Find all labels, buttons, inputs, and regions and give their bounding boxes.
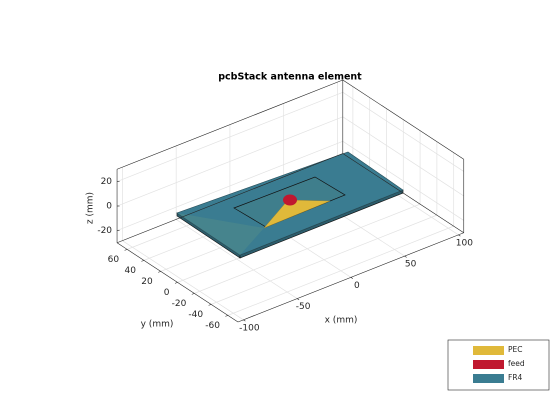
- tick-mark: [158, 271, 161, 273]
- y-tick-label: 40: [124, 266, 136, 276]
- grid-line: [116, 140, 343, 231]
- chart-title: pcbStack antenna element: [218, 72, 362, 83]
- pec-patch: [263, 199, 331, 229]
- y-axis-label: y (mm): [141, 320, 174, 330]
- x-axis-label: x (mm): [325, 316, 358, 326]
- tick-mark: [124, 249, 128, 251]
- z-tick-label: -20: [97, 226, 112, 236]
- y-tick-label: 0: [164, 288, 170, 298]
- tick-mark: [404, 255, 407, 258]
- x-tick-label: 0: [354, 281, 360, 291]
- z-tick-label: 0: [106, 202, 112, 212]
- legend-swatch: [473, 360, 504, 369]
- grid-line: [116, 91, 343, 182]
- x-tick-label: 50: [405, 260, 417, 270]
- legend-label: feed: [508, 359, 525, 368]
- tick-mark: [243, 319, 246, 322]
- x-tick-label: -100: [239, 323, 260, 333]
- grid-line: [342, 91, 464, 172]
- y-tick-label: 60: [108, 255, 120, 265]
- tick-mark: [350, 277, 354, 279]
- grid-line: [116, 116, 343, 207]
- y-tick-label: 20: [141, 277, 153, 287]
- axis-line: [116, 153, 343, 244]
- tick-mark: [458, 234, 461, 237]
- tick-mark: [174, 282, 178, 284]
- tick-mark: [191, 293, 195, 295]
- grid-line: [342, 140, 464, 221]
- feed: [283, 194, 297, 206]
- axis-line: [342, 79, 464, 160]
- x-tick-label: -50: [296, 302, 311, 312]
- legend-label: FR4: [508, 373, 523, 382]
- y-tick-label: -20: [172, 299, 187, 309]
- y-tick-label: -40: [188, 310, 203, 320]
- legend-swatch: [473, 346, 504, 355]
- z-tick-label: 20: [101, 177, 113, 187]
- y-tick-label: -60: [205, 321, 220, 331]
- tick-mark: [208, 304, 212, 306]
- z-axis-label: z (mm): [86, 192, 96, 224]
- tick-mark: [225, 315, 229, 317]
- x-tick-label: 100: [456, 238, 473, 248]
- legend-label: PEC: [508, 345, 523, 354]
- legend: PEC feed FR4: [447, 339, 550, 391]
- axis-line: [116, 79, 343, 170]
- tick-mark: [141, 260, 145, 262]
- grid-line: [210, 214, 438, 305]
- antenna-geometry: [176, 151, 404, 259]
- axis-line: [342, 153, 464, 233]
- grid-line: [227, 225, 454, 316]
- grid-line: [342, 116, 464, 197]
- grid-line: [194, 203, 421, 294]
- tick-mark: [296, 298, 300, 301]
- board-shade: [177, 213, 264, 255]
- legend-swatch: [473, 374, 504, 383]
